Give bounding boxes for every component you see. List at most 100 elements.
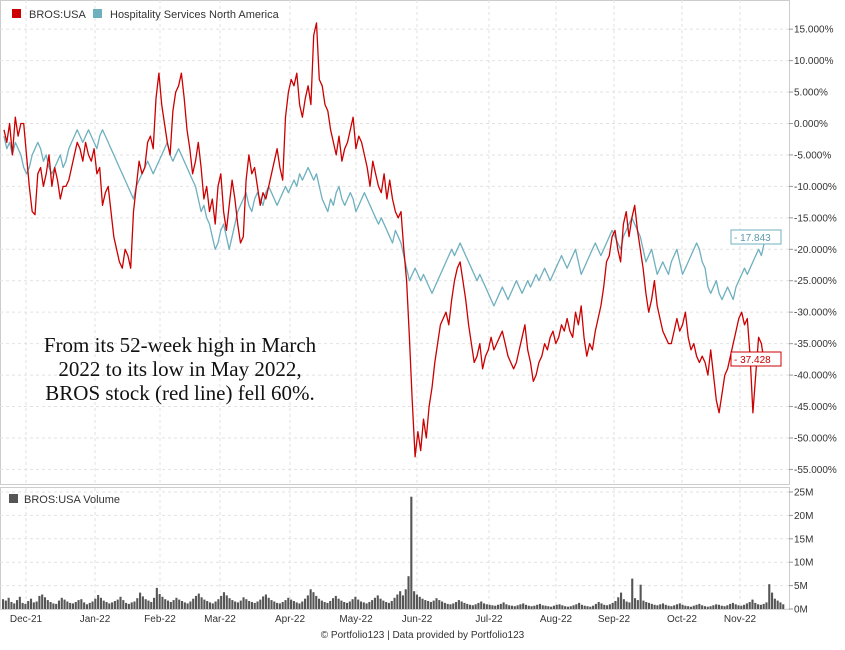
volume-bar bbox=[729, 603, 732, 609]
volume-bar bbox=[390, 601, 393, 609]
volume-bar bbox=[675, 604, 679, 609]
x-tick-label: Mar-22 bbox=[204, 614, 236, 625]
volume-bar bbox=[441, 601, 444, 609]
volume-bar bbox=[653, 604, 656, 609]
volume-bar bbox=[194, 595, 198, 609]
legend-label-hospitality: Hospitality Services North America bbox=[110, 9, 280, 21]
volume-bar bbox=[200, 597, 203, 609]
volume-bar bbox=[689, 606, 693, 609]
price-tick-label: -50.000% bbox=[794, 433, 837, 444]
volume-bar bbox=[178, 599, 181, 609]
volume-bar bbox=[455, 602, 458, 609]
volume-bar bbox=[141, 596, 144, 609]
volume-bar bbox=[125, 602, 128, 609]
volume-bar bbox=[231, 600, 234, 609]
volume-bar bbox=[116, 599, 119, 609]
volume-bar bbox=[379, 598, 382, 609]
price-tick-label: -15.000% bbox=[794, 213, 837, 224]
volume-bar bbox=[354, 596, 357, 609]
volume-bar bbox=[530, 606, 533, 609]
volume-bar bbox=[236, 602, 239, 609]
volume-bar bbox=[469, 604, 472, 609]
volume-bar bbox=[270, 600, 273, 609]
volume-bar bbox=[603, 604, 606, 609]
volume-bar bbox=[687, 606, 690, 609]
volume-bar bbox=[606, 605, 609, 609]
volume-tick-label: 10M bbox=[794, 558, 813, 569]
volume-bar bbox=[488, 604, 491, 609]
volume-bar bbox=[575, 604, 578, 609]
x-tick-label: Feb-22 bbox=[144, 614, 176, 625]
volume-bar bbox=[594, 603, 597, 609]
volume-bar bbox=[460, 601, 463, 609]
volume-bar bbox=[376, 595, 379, 609]
volume-bar bbox=[656, 605, 659, 609]
volume-bar bbox=[102, 600, 105, 609]
volume-bar bbox=[580, 604, 583, 609]
volume-bar bbox=[373, 597, 377, 609]
legend-label-volume: BROS:USA Volume bbox=[24, 494, 120, 506]
volume-bar bbox=[547, 606, 550, 609]
volume-bar bbox=[206, 601, 209, 609]
volume-bar bbox=[404, 589, 407, 609]
volume-bar bbox=[550, 606, 553, 609]
volume-bar bbox=[169, 602, 172, 609]
volume-bar bbox=[622, 599, 625, 609]
volume-bar bbox=[407, 576, 410, 609]
volume-bar bbox=[276, 602, 279, 609]
volume-bar bbox=[661, 603, 665, 609]
price-tick-label: 0.000% bbox=[794, 119, 828, 130]
volume-bar bbox=[536, 604, 539, 609]
volume-bar bbox=[91, 601, 94, 609]
volume-legend: BROS:USA Volume bbox=[9, 494, 120, 506]
volume-bar bbox=[253, 602, 256, 609]
volume-tick-label: 20M bbox=[794, 511, 813, 522]
volume-bar bbox=[222, 592, 226, 609]
volume-bar bbox=[748, 602, 751, 609]
volume-bar bbox=[664, 604, 667, 609]
volume-bar bbox=[625, 601, 628, 609]
volume-bar bbox=[415, 594, 418, 609]
volume-bar bbox=[631, 578, 634, 609]
volume-bar bbox=[312, 592, 315, 609]
volume-bar bbox=[608, 604, 611, 609]
volume-bar bbox=[639, 584, 642, 609]
volume-bar bbox=[365, 603, 368, 609]
volume-bar bbox=[418, 596, 421, 609]
volume-bar bbox=[136, 598, 139, 609]
volume-bar bbox=[633, 598, 637, 609]
volume-bar bbox=[737, 605, 740, 609]
volume-bar bbox=[183, 602, 186, 609]
volume-bar bbox=[239, 600, 242, 609]
volume-bar bbox=[413, 591, 416, 609]
volume-bar bbox=[130, 602, 133, 609]
volume-bar bbox=[214, 601, 217, 609]
volume-bar bbox=[35, 601, 38, 609]
volume-bar bbox=[647, 602, 651, 609]
volume-bar bbox=[505, 604, 508, 609]
volume-bar bbox=[723, 606, 726, 609]
volume-bars bbox=[2, 496, 785, 609]
volume-bar bbox=[259, 599, 262, 609]
volume-tick-label: 5M bbox=[794, 581, 808, 592]
volume-bar bbox=[757, 604, 760, 609]
volume-bar bbox=[552, 605, 555, 609]
volume-bar bbox=[57, 600, 61, 609]
volume-bar bbox=[208, 602, 212, 609]
volume-bar bbox=[524, 604, 528, 609]
volume-bar bbox=[24, 603, 27, 609]
volume-bar bbox=[650, 603, 653, 609]
volume-bar bbox=[197, 593, 200, 609]
volume-bar bbox=[27, 601, 30, 609]
legend-label-bros: BROS:USA bbox=[29, 9, 87, 21]
volume-bar bbox=[583, 605, 586, 609]
volume-bar bbox=[108, 603, 111, 609]
volume-bar bbox=[225, 595, 228, 609]
volume-bar bbox=[139, 592, 142, 609]
volume-bar bbox=[144, 599, 147, 609]
volume-bar bbox=[659, 604, 662, 609]
volume-bar bbox=[399, 591, 402, 609]
volume-bar bbox=[83, 602, 86, 609]
volume-bar bbox=[480, 601, 483, 609]
volume-bar bbox=[242, 597, 245, 609]
